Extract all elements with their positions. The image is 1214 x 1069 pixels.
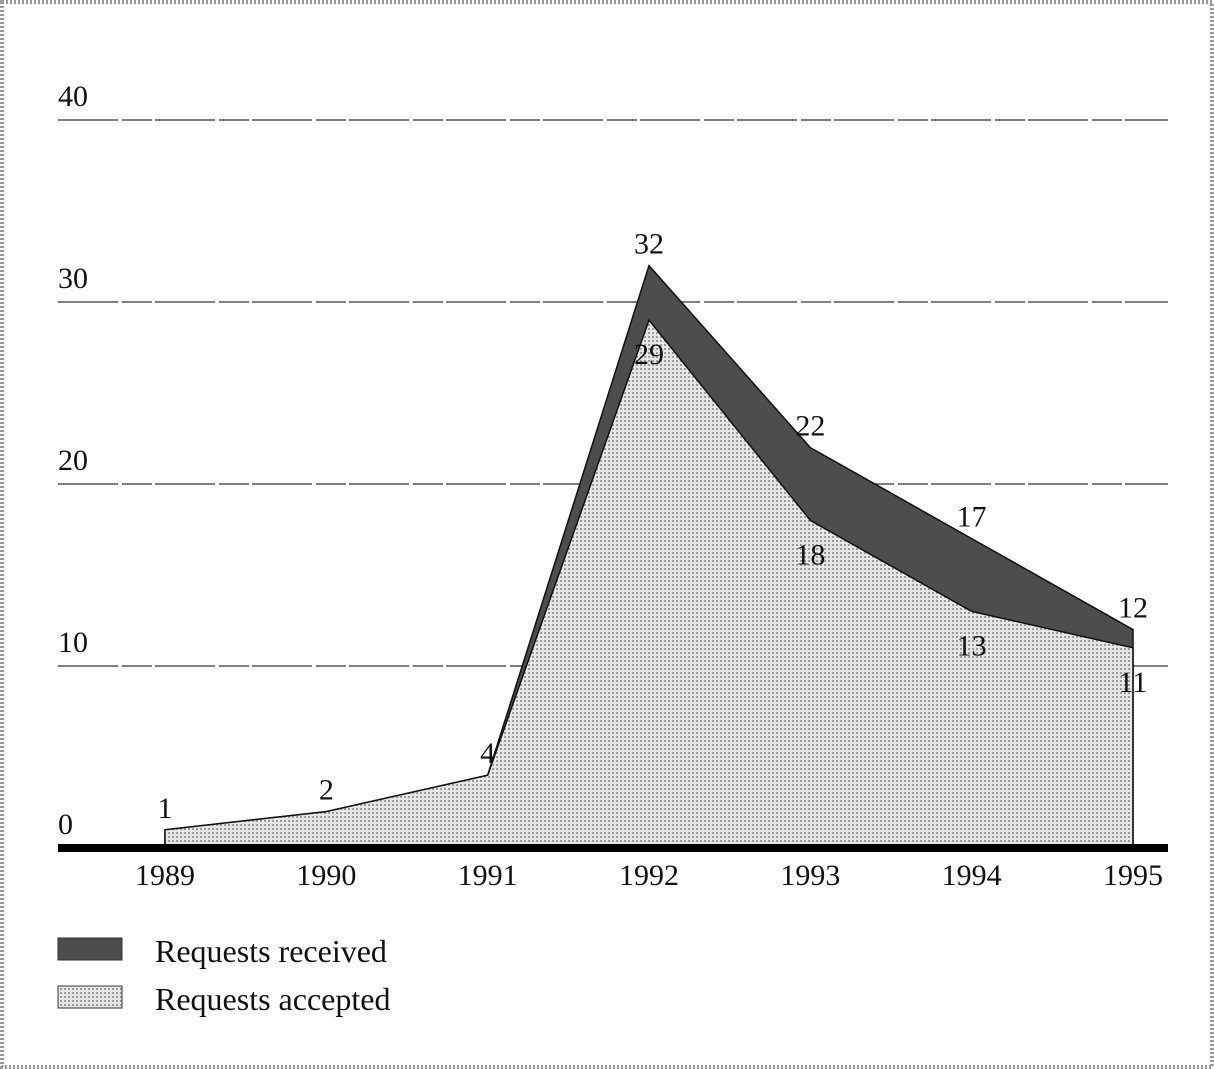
data-label: 12 [1118, 592, 1148, 625]
y-tick-label: 0 [58, 808, 73, 841]
legend-swatch [57, 937, 123, 961]
data-label: 1 [158, 792, 173, 825]
data-label: 18 [795, 538, 825, 571]
data-label: 17 [957, 501, 987, 534]
x-tick-label: 1990 [296, 859, 356, 892]
area [164, 318, 1134, 849]
y-tick-label: 40 [58, 80, 88, 113]
data-label: 22 [795, 410, 825, 443]
data-label: 29 [634, 338, 664, 371]
x-tick-label: 1994 [942, 859, 1002, 892]
x-tick-label: 1995 [1103, 859, 1163, 892]
legend-swatch [57, 985, 123, 1009]
x-tick-label: 1989 [135, 859, 195, 892]
x-tick-label: 1992 [619, 859, 679, 892]
y-tick-label: 20 [58, 444, 88, 477]
legend-label: Requests received [155, 933, 387, 969]
y-tick-label: 10 [58, 626, 88, 659]
legend-label: Requests accepted [155, 981, 390, 1017]
data-label: 13 [957, 629, 987, 662]
data-label: 32 [634, 228, 664, 261]
y-tick-label: 30 [58, 262, 88, 295]
x-tick-label: 1993 [780, 859, 840, 892]
data-label: 2 [319, 774, 334, 807]
x-tick-label: 1991 [458, 859, 518, 892]
data-label: 4 [480, 737, 495, 770]
data-label: 11 [1119, 666, 1148, 699]
